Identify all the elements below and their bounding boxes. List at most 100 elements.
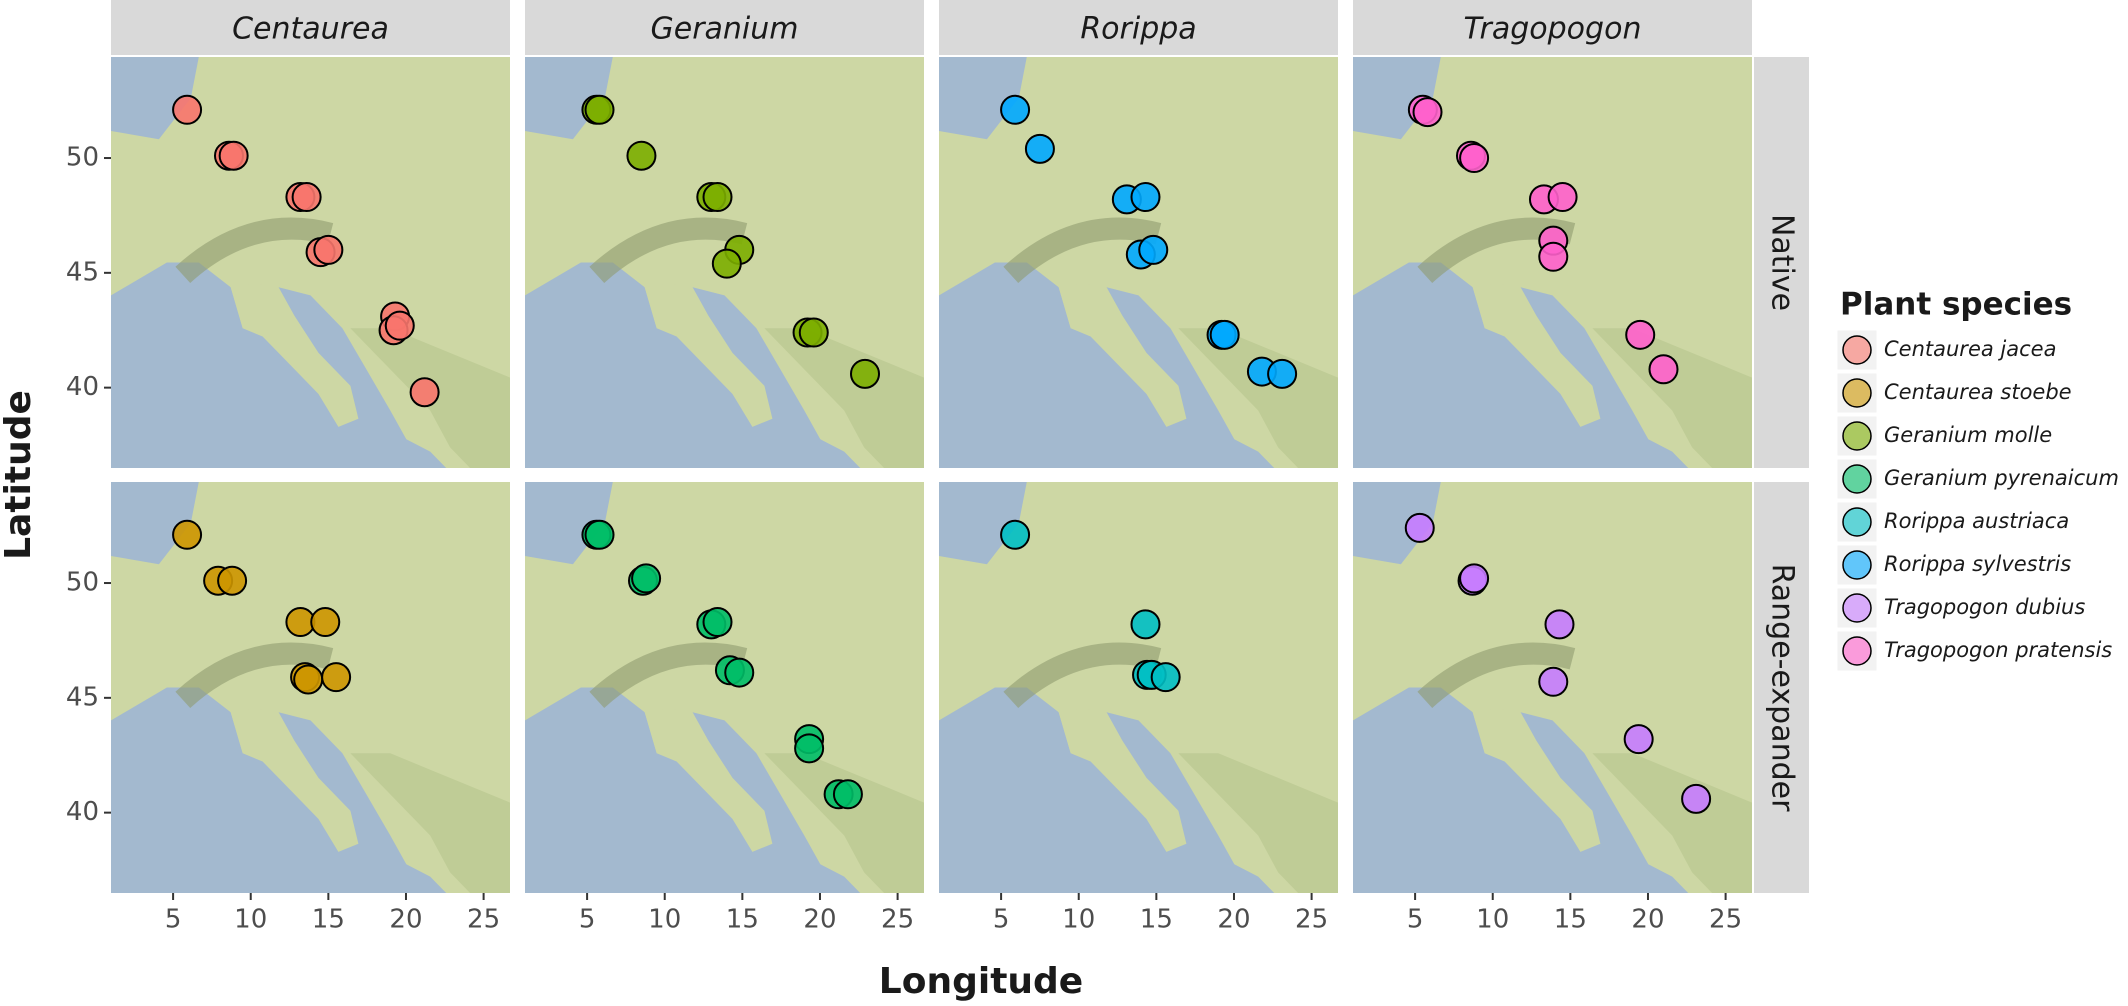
column-strip-label: Centaurea: [232, 12, 389, 47]
point: [217, 565, 248, 596]
point: [584, 94, 615, 125]
map-sea: [1353, 687, 1689, 893]
point: [293, 664, 324, 695]
legend-marker: [1842, 378, 1872, 408]
point: [1625, 319, 1656, 350]
point: [1130, 609, 1161, 640]
map-land: [644, 283, 773, 427]
strip: [525, 0, 924, 55]
point: [702, 182, 733, 213]
map-alps: [1003, 642, 1162, 709]
map-land: [1058, 283, 1187, 427]
point: [1024, 133, 1055, 164]
column-strip-label: Geranium: [650, 12, 798, 47]
panel: [525, 482, 924, 893]
map-sea: [939, 262, 1275, 468]
x-tick-label: 25: [1709, 905, 1742, 935]
legend-marker: [1842, 507, 1872, 537]
y-tick-label: 50: [66, 568, 99, 598]
point: [1267, 358, 1298, 389]
point: [631, 563, 662, 594]
point: [1547, 182, 1578, 213]
panel: [525, 57, 924, 468]
legend-marker: [1842, 593, 1872, 623]
map-sea: [1353, 482, 1441, 565]
point: [1130, 182, 1161, 213]
x-tick-label: 20: [803, 905, 836, 935]
map-land: [1178, 753, 1338, 893]
map-alps: [1003, 217, 1162, 284]
map-land: [230, 708, 359, 852]
point: [1000, 519, 1031, 550]
map-land: [764, 328, 924, 468]
strip: [111, 0, 510, 55]
point: [832, 779, 863, 810]
point: [850, 358, 881, 389]
panel: [1353, 57, 1752, 468]
map-land: [1472, 283, 1601, 427]
x-tick-label: 5: [993, 905, 1010, 935]
x-tick-label: 5: [1407, 905, 1424, 935]
x-axis-label: Longitude: [879, 961, 1083, 1002]
point: [1538, 241, 1569, 272]
x-tick-label: 25: [881, 905, 914, 935]
map-alps: [1417, 642, 1576, 709]
point: [1459, 143, 1490, 174]
row-strip-label: Range-expander: [1765, 564, 1800, 813]
map-land: [644, 708, 773, 852]
point: [310, 607, 341, 638]
point: [1000, 94, 1031, 125]
map-sea: [525, 57, 613, 140]
point: [1404, 512, 1435, 543]
map-alps: [589, 217, 748, 284]
y-tick-label: 40: [66, 797, 99, 827]
x-tick-label: 15: [1140, 905, 1173, 935]
column-strip-label: Rorippa: [1080, 12, 1196, 47]
legend-label: Geranium pyrenaicum: [1884, 466, 2119, 490]
legend-label: Rorippa austriaca: [1884, 509, 2069, 533]
point: [1150, 662, 1181, 693]
map-land: [764, 753, 924, 893]
point: [1459, 563, 1490, 594]
legend-marker: [1842, 421, 1872, 451]
map-sea: [111, 262, 447, 468]
y-tick-label: 40: [66, 372, 99, 402]
legend-marker: [1842, 335, 1872, 365]
y-tick-label: 45: [66, 257, 99, 287]
point: [172, 94, 203, 125]
map-sea: [939, 482, 1027, 565]
strip: [939, 0, 1338, 55]
map-sea: [525, 687, 861, 893]
legend-marker: [1842, 550, 1872, 580]
point: [1623, 724, 1654, 755]
x-tick-label: 25: [1295, 905, 1328, 935]
map-sea: [111, 57, 199, 140]
point: [1681, 783, 1712, 814]
map-sea: [939, 687, 1275, 893]
x-tick-label: 10: [1476, 905, 1509, 935]
map-alps: [175, 217, 334, 284]
x-tick-label: 10: [648, 905, 681, 935]
map-land: [1178, 328, 1338, 468]
map-sea: [111, 687, 447, 893]
x-tick-label: 15: [1554, 905, 1587, 935]
point: [724, 657, 755, 688]
point: [172, 519, 203, 550]
map-land: [1472, 708, 1601, 852]
point: [285, 607, 316, 638]
map-sea: [1353, 262, 1689, 468]
legend-marker: [1842, 636, 1872, 666]
point: [1138, 234, 1169, 265]
panel: [939, 57, 1338, 468]
map-land: [1592, 753, 1752, 893]
x-tick-label: 15: [726, 905, 759, 935]
legend-label: Rorippa sylvestris: [1884, 552, 2071, 576]
point: [584, 519, 615, 550]
point: [409, 377, 440, 408]
y-axis-label: Latitude: [0, 390, 39, 560]
map-sea: [1353, 57, 1441, 140]
point: [711, 248, 742, 279]
point: [702, 607, 733, 638]
map-sea: [525, 482, 613, 565]
